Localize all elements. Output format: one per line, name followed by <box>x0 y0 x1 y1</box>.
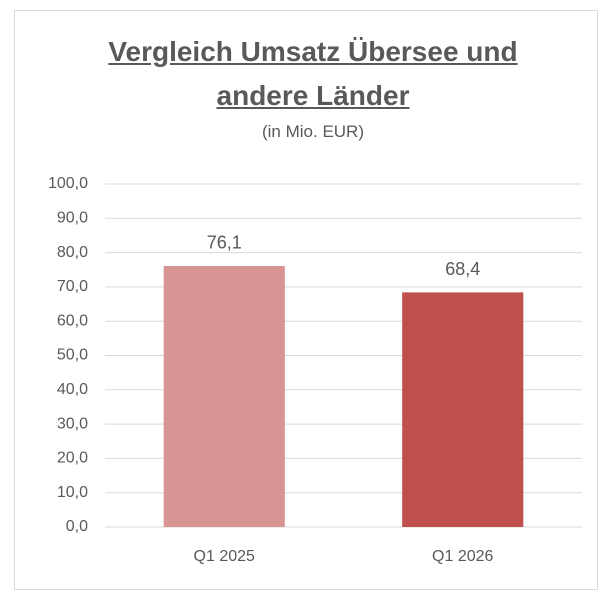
y-tick-label: 20,0 <box>57 450 88 467</box>
y-tick-label: 70,0 <box>57 278 88 295</box>
y-tick-label: 40,0 <box>57 381 88 398</box>
bar <box>402 292 524 527</box>
chart-title: Vergleich Umsatz Übersee und andere Länd… <box>108 36 518 111</box>
y-tick-label: 30,0 <box>57 415 88 432</box>
y-tick-label: 10,0 <box>57 484 88 501</box>
bar <box>163 265 285 527</box>
y-tick-label: 60,0 <box>57 312 88 329</box>
value-label: 76,1 <box>207 233 242 253</box>
x-tick-label: Q1 2025 <box>194 548 255 565</box>
y-tick-label: 50,0 <box>57 347 88 364</box>
value-label: 68,4 <box>445 259 480 279</box>
y-tick-label: 100,0 <box>48 175 88 192</box>
y-tick-label: 80,0 <box>57 244 88 261</box>
chart-subtitle: (in Mio. EUR) <box>261 122 364 141</box>
y-tick-label: 0,0 <box>66 518 88 535</box>
y-tick-label: 90,0 <box>57 210 88 227</box>
x-tick-label: Q1 2026 <box>432 548 493 565</box>
